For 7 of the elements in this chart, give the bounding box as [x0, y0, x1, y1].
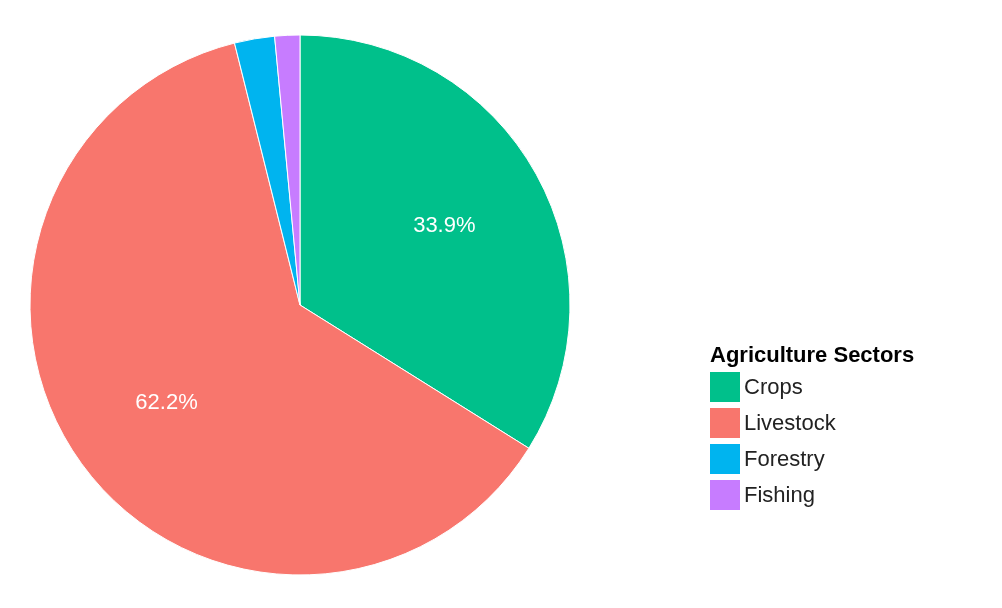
legend-title: Agriculture Sectors — [710, 342, 915, 367]
data-label: 62.2% — [135, 388, 198, 414]
legend-label: Fishing — [744, 482, 815, 507]
legend-label: Livestock — [744, 410, 837, 435]
legend-label: Crops — [744, 374, 803, 399]
data-label: 33.9% — [413, 212, 476, 238]
legend-label: Forestry — [744, 446, 825, 471]
